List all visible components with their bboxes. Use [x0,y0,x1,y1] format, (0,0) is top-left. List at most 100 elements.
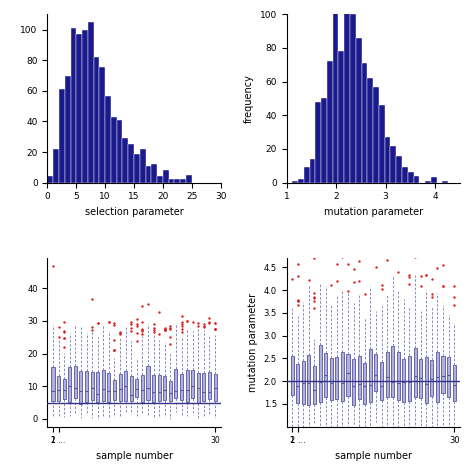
Bar [53,149,59,182]
PathPatch shape [453,365,456,401]
Bar [122,138,128,182]
PathPatch shape [436,352,439,402]
Bar [379,105,385,182]
PathPatch shape [330,358,333,400]
Bar [367,78,373,182]
X-axis label: sample number: sample number [335,451,411,461]
PathPatch shape [63,379,66,399]
Bar [373,87,379,182]
Bar [321,99,327,182]
Bar [391,146,396,182]
PathPatch shape [102,370,105,401]
Bar [402,167,408,182]
Bar [327,61,333,182]
Bar [396,155,402,182]
PathPatch shape [158,375,161,401]
PathPatch shape [313,366,316,404]
PathPatch shape [186,370,189,402]
PathPatch shape [430,360,433,396]
PathPatch shape [113,381,116,400]
PathPatch shape [425,356,428,402]
Bar [310,159,315,182]
Bar [134,154,140,182]
Bar [174,180,180,182]
PathPatch shape [52,366,55,401]
Bar [414,176,419,182]
PathPatch shape [369,349,372,401]
Bar [315,102,321,182]
PathPatch shape [391,346,394,397]
PathPatch shape [447,357,450,397]
PathPatch shape [169,381,172,401]
Bar [442,181,448,182]
PathPatch shape [302,361,305,403]
Bar [100,66,105,182]
Bar [333,9,338,182]
PathPatch shape [202,373,205,401]
PathPatch shape [197,373,200,403]
PathPatch shape [107,373,110,401]
X-axis label: selection parameter: selection parameter [85,207,183,217]
Bar [105,96,111,182]
PathPatch shape [124,371,127,401]
PathPatch shape [380,362,383,400]
PathPatch shape [174,369,177,398]
PathPatch shape [363,363,366,404]
PathPatch shape [91,372,94,400]
X-axis label: mutation parameter: mutation parameter [324,207,423,217]
Bar [344,0,350,182]
Bar [408,173,414,182]
PathPatch shape [346,355,349,396]
PathPatch shape [57,376,60,401]
Bar [431,177,437,182]
PathPatch shape [307,356,310,405]
PathPatch shape [352,359,355,405]
Bar [304,167,310,182]
Bar [180,180,186,182]
PathPatch shape [291,356,293,395]
Bar [356,38,362,182]
PathPatch shape [441,356,445,393]
PathPatch shape [385,352,389,397]
PathPatch shape [296,365,299,403]
Bar [163,170,169,182]
PathPatch shape [146,366,149,400]
Bar [111,117,117,182]
PathPatch shape [402,359,405,402]
Bar [146,166,151,182]
PathPatch shape [374,354,377,391]
Bar [71,28,76,182]
Bar [298,179,304,182]
PathPatch shape [163,376,166,401]
PathPatch shape [152,375,155,402]
PathPatch shape [85,372,88,402]
Bar [82,30,88,182]
Bar [59,90,65,182]
PathPatch shape [74,365,77,398]
Bar [169,180,174,182]
PathPatch shape [319,345,321,401]
Bar [65,76,71,182]
PathPatch shape [214,374,217,401]
Bar [88,22,93,182]
PathPatch shape [68,367,71,402]
Bar [362,63,367,182]
Bar [186,175,192,182]
Bar [292,181,298,182]
Bar [117,120,122,182]
PathPatch shape [180,374,183,400]
PathPatch shape [135,379,138,397]
X-axis label: sample number: sample number [96,451,173,461]
Bar [425,181,431,182]
Y-axis label: mutation parameter: mutation parameter [248,293,258,392]
PathPatch shape [208,373,211,399]
PathPatch shape [80,371,82,404]
Bar [338,51,344,182]
PathPatch shape [413,347,417,397]
PathPatch shape [118,374,122,401]
PathPatch shape [130,376,133,401]
Bar [93,57,100,182]
PathPatch shape [408,356,411,401]
Bar [385,137,391,182]
PathPatch shape [191,370,194,398]
